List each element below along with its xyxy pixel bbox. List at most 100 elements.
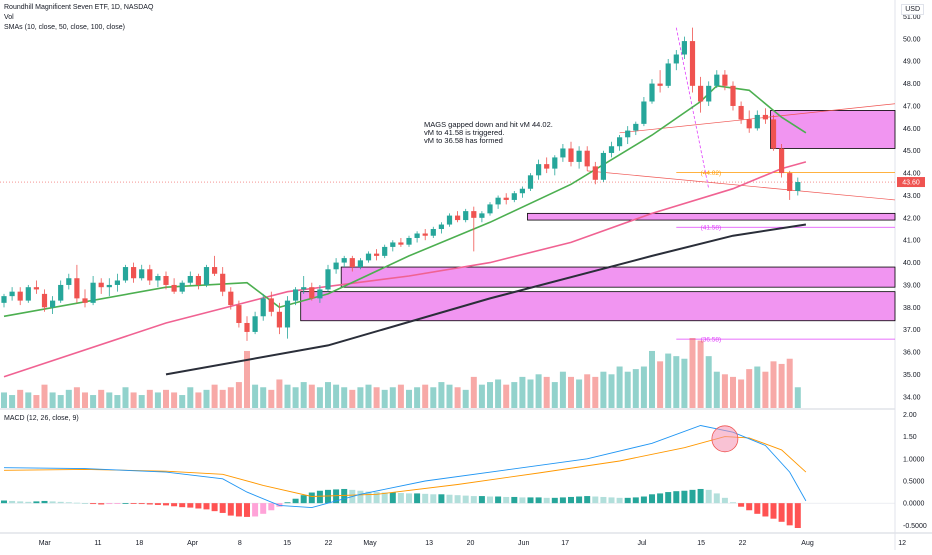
candle-body (74, 278, 80, 299)
macd-histogram-bar (389, 492, 396, 504)
volume-bar (665, 353, 672, 408)
candle-body (730, 85, 736, 106)
volume-bar (284, 384, 291, 408)
volume-bar (487, 382, 493, 408)
volume-bar (195, 392, 202, 408)
candle-body (1, 296, 7, 303)
candle-body (779, 148, 785, 174)
macd-histogram-bar (25, 501, 32, 504)
candle-body (592, 166, 598, 180)
time-tick-label: Apr (187, 540, 199, 547)
candle-body (673, 54, 679, 64)
volume-bar (551, 382, 558, 408)
volume-bar (130, 392, 137, 408)
volume-bar (705, 356, 712, 408)
volume-bar (762, 371, 769, 408)
candle-body (762, 114, 768, 120)
candle-body (17, 291, 23, 301)
candle-body (406, 237, 412, 245)
volume-bar (122, 387, 129, 408)
candle-body (633, 123, 639, 131)
candle-body (90, 282, 96, 303)
time-tick-label: 17 (561, 540, 569, 547)
time-tick-label: 15 (697, 540, 705, 547)
macd-histogram-bar (146, 503, 153, 505)
macd-histogram-bar (325, 489, 331, 504)
price-tick-label: 48.00 (903, 81, 921, 88)
time-tick-label: 20 (467, 540, 475, 547)
candle-body (228, 291, 234, 306)
macd-histogram-bar (260, 503, 267, 514)
candle-body (706, 85, 712, 102)
volume-bar (300, 382, 307, 408)
currency-button[interactable]: USD (901, 4, 924, 15)
candle-body (82, 298, 88, 303)
volume-bar (227, 387, 234, 408)
candle-body (147, 269, 153, 281)
candle-body (503, 197, 509, 200)
volume-bar (527, 379, 534, 408)
volume-bar (657, 361, 664, 408)
volume-bar (503, 384, 510, 408)
candle-body (301, 287, 307, 290)
macd-line (3, 425, 807, 509)
macd-histogram-bar (73, 502, 80, 504)
candle-body (487, 204, 493, 214)
macd-histogram-bar (438, 494, 445, 504)
candle-body (560, 148, 566, 158)
macd-histogram-bar (90, 503, 97, 505)
time-tick-label: 12 (898, 540, 906, 547)
volume-bar (235, 382, 242, 408)
volume-bar (341, 387, 348, 408)
candle-body (122, 267, 129, 281)
macd-histogram-bar (786, 503, 793, 526)
macd-histogram-bar (122, 503, 129, 504)
macd-histogram-bar (568, 496, 574, 504)
macd-tick-label: -0.5000 (903, 523, 927, 530)
macd-histogram-bar (559, 497, 566, 504)
last-price-tag (897, 177, 925, 188)
volume-bar (770, 361, 777, 408)
macd-tick-label: 0.5000 (903, 478, 925, 485)
candle-body (544, 164, 550, 169)
time-tick-label: Jun (518, 540, 529, 547)
candle-body (25, 287, 31, 301)
volume-bar (73, 387, 80, 408)
macd-histogram-bar (762, 503, 769, 517)
candle-body (349, 258, 355, 268)
candle-body (463, 211, 469, 221)
volume-bar (154, 392, 161, 408)
candle-body (50, 300, 56, 308)
volume-bar (584, 374, 591, 408)
candle-body (552, 157, 558, 169)
macd-histogram-bar (65, 502, 72, 504)
volume-bar (98, 389, 105, 408)
price-tick-label: 47.00 (903, 103, 921, 110)
candle-body (471, 211, 477, 218)
volume-bar (689, 338, 696, 408)
macd-histogram-bar (308, 492, 315, 504)
target-level-label: (41.58) (701, 225, 722, 232)
candle-body (333, 262, 339, 270)
macd-histogram-bar (41, 500, 48, 504)
candle-body (649, 83, 655, 102)
candle-body (681, 41, 687, 55)
chart-annotation: MAGS gapped down and hit vM 44.02. vM to… (424, 121, 553, 145)
sma10-line (3, 84, 807, 318)
annotation-line-2: vM to 41.58 is triggered. (424, 128, 505, 137)
volume-bar (713, 371, 720, 408)
candle-body (33, 287, 39, 290)
volume-bar (478, 384, 485, 408)
time-tick-label: 11 (94, 540, 101, 547)
candle-body (365, 253, 372, 261)
candle-body (795, 182, 801, 191)
volume-bar (786, 358, 793, 408)
volume-bar (535, 374, 542, 408)
macd-histogram-bar (430, 494, 437, 504)
volume-bar (470, 376, 477, 408)
macd-histogram-bar (778, 503, 785, 522)
macd-histogram-bar (171, 503, 178, 507)
candle-body (252, 316, 258, 332)
volume-bar (568, 376, 574, 408)
